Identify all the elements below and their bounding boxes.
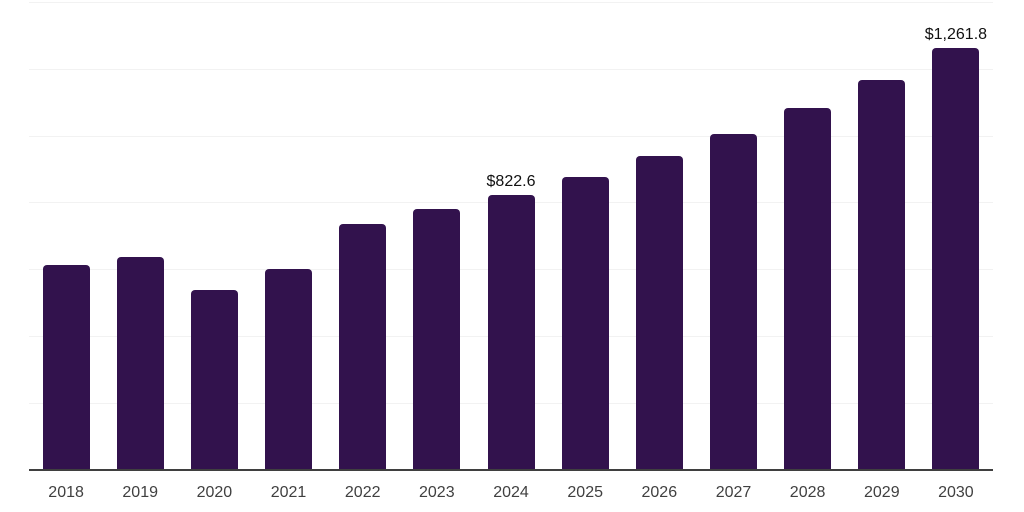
bar-2021 bbox=[265, 268, 312, 470]
bar-2029 bbox=[858, 79, 906, 470]
data-label-2024: $822.6 bbox=[486, 172, 536, 190]
bar-2027 bbox=[710, 134, 757, 470]
bar-2030 bbox=[932, 48, 980, 470]
x-tick-2022: 2022 bbox=[344, 484, 381, 501]
gridline-1000 bbox=[29, 135, 993, 137]
bar-2023 bbox=[413, 209, 461, 470]
x-tick-2025: 2025 bbox=[567, 484, 603, 501]
bar-2024 bbox=[487, 194, 535, 470]
x-axis-line bbox=[29, 468, 993, 471]
bar-2019 bbox=[116, 257, 164, 470]
x-tick-2030: 2030 bbox=[938, 484, 974, 501]
x-tick-2027: 2027 bbox=[715, 484, 752, 501]
gridline-1400 bbox=[29, 2, 993, 3]
gridline-1200 bbox=[29, 68, 993, 70]
bar-2028 bbox=[784, 108, 832, 470]
data-label-2030: $1,261.8 bbox=[924, 26, 988, 44]
bar-2022 bbox=[339, 224, 387, 470]
x-tick-2024: 2024 bbox=[493, 484, 529, 501]
bar-2018 bbox=[42, 265, 90, 470]
x-tick-2018: 2018 bbox=[48, 484, 84, 501]
x-tick-2020: 2020 bbox=[196, 484, 233, 501]
bar-2020 bbox=[190, 289, 238, 470]
x-tick-2023: 2023 bbox=[419, 484, 455, 501]
x-tick-2026: 2026 bbox=[641, 484, 678, 501]
bar-2026 bbox=[635, 155, 683, 470]
x-tick-2019: 2019 bbox=[122, 484, 158, 501]
bar-2025 bbox=[561, 176, 609, 470]
x-tick-2029: 2029 bbox=[864, 484, 900, 501]
x-tick-2021: 2021 bbox=[270, 484, 307, 501]
x-tick-2028: 2028 bbox=[789, 484, 826, 501]
